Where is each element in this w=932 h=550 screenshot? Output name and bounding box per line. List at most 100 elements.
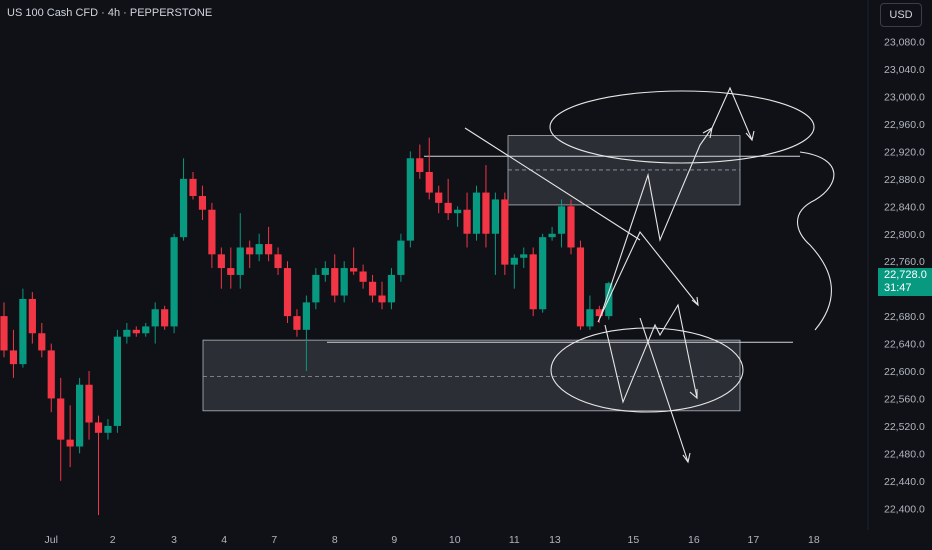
candle: [416, 144, 424, 179]
candle-body: [151, 309, 159, 327]
bearish-path-arrow[interactable]: [597, 230, 699, 323]
candle: [94, 415, 103, 516]
candle-body: [454, 209, 462, 214]
candle-body: [19, 298, 27, 365]
candle-body: [331, 268, 339, 296]
y-tick-label: 22,400.0: [884, 503, 925, 515]
candle: [142, 322, 150, 337]
x-tick-label: 18: [808, 534, 820, 546]
candle: [435, 185, 443, 214]
candle-body: [28, 298, 36, 334]
candle-body: [57, 398, 65, 440]
candle-body: [132, 329, 140, 334]
candle-body: [416, 158, 424, 172]
deep-target-arrow[interactable]: [639, 317, 689, 463]
candle: [576, 240, 585, 330]
candle: [586, 295, 594, 330]
y-tick-label: 22,920.0: [884, 146, 925, 158]
candle-body: [368, 281, 377, 296]
candle-body: [161, 309, 169, 327]
candle-body: [350, 268, 358, 272]
x-tick-label: 11: [509, 534, 520, 546]
candle: [397, 233, 405, 282]
candle-body: [104, 425, 112, 433]
y-tick-label: 22,800.0: [884, 229, 925, 241]
candle-body: [142, 326, 150, 334]
candle-body: [576, 247, 585, 327]
candle: [76, 377, 84, 454]
zones-layer: [202, 135, 741, 412]
upper-target-ellipse[interactable]: [549, 90, 815, 164]
y-tick-label: 23,080.0: [884, 37, 925, 49]
candle-body: [265, 244, 273, 255]
candle: [406, 151, 414, 248]
levels-layer: [327, 155, 800, 343]
time-axis[interactable]: Jul 2 3 4 7 8 9 10 11 13 15 16 17 18: [45, 534, 820, 546]
candle-body: [482, 192, 490, 234]
y-tick-label: 22,520.0: [884, 421, 925, 433]
candle-body: [9, 350, 18, 365]
candle-body: [283, 268, 292, 317]
candle-body: [435, 192, 443, 203]
candle-body: [198, 196, 207, 210]
candle: [151, 302, 159, 344]
candle-body: [557, 206, 566, 234]
candle: [331, 254, 339, 303]
y-tick-label: 22,640.0: [884, 339, 925, 351]
candle: [312, 268, 320, 310]
candle: [0, 302, 8, 358]
candle-body: [359, 271, 367, 282]
candle-body: [321, 268, 329, 275]
candle: [567, 199, 575, 255]
candle-body: [340, 268, 348, 296]
candle-body: [397, 240, 405, 275]
range-brace[interactable]: [797, 151, 835, 331]
lower-zigzag-arrow[interactable]: [604, 303, 698, 404]
candle: [539, 233, 547, 313]
y-tick-label: 22,560.0: [884, 393, 925, 405]
candle: [236, 213, 244, 289]
candle: [161, 305, 169, 330]
candle: [208, 202, 216, 269]
y-tick-label: 22,600.0: [884, 366, 925, 378]
candle: [255, 233, 263, 262]
candle-body: [501, 199, 509, 265]
trendline[interactable]: [464, 127, 641, 241]
candle-body: [378, 295, 386, 303]
candle: [520, 247, 528, 269]
candle-body: [444, 202, 452, 214]
lower-demand-zone[interactable]: [202, 339, 741, 412]
candle: [265, 226, 273, 262]
candle: [482, 165, 490, 248]
candle-body: [66, 439, 74, 447]
bullish-target-arrow[interactable]: [711, 86, 753, 141]
price-axis[interactable]: 22,400.0 22,440.0 22,480.0 22,520.0 22,560.0…: [884, 37, 925, 516]
candle: [217, 247, 225, 289]
candle: [104, 419, 112, 440]
candle-body: [85, 384, 93, 423]
bar-countdown: 31:47: [884, 282, 912, 294]
currency-button[interactable]: USD: [880, 3, 922, 27]
last-price-badge: 22,728.0 31:47: [878, 268, 932, 296]
candle: [510, 254, 518, 289]
x-tick-label: 10: [449, 534, 461, 546]
candle-body: [491, 199, 499, 234]
drawings-layer: [464, 86, 835, 464]
candle-body: [302, 302, 310, 330]
candles-layer: [0, 137, 613, 516]
candle: [501, 192, 509, 275]
candle-body: [255, 244, 263, 255]
candle: [454, 206, 462, 227]
candle: [246, 240, 254, 269]
candle: [123, 322, 131, 344]
candle: [387, 268, 396, 310]
candle-body: [94, 422, 103, 433]
candle-body: [0, 316, 8, 351]
bullish-path-arrow[interactable]: [599, 127, 713, 319]
candle-body: [539, 237, 547, 310]
y-tick-label: 22,840.0: [884, 201, 925, 213]
candle: [19, 288, 27, 368]
lower-target-ellipse[interactable]: [550, 327, 744, 413]
candle: [198, 185, 207, 221]
